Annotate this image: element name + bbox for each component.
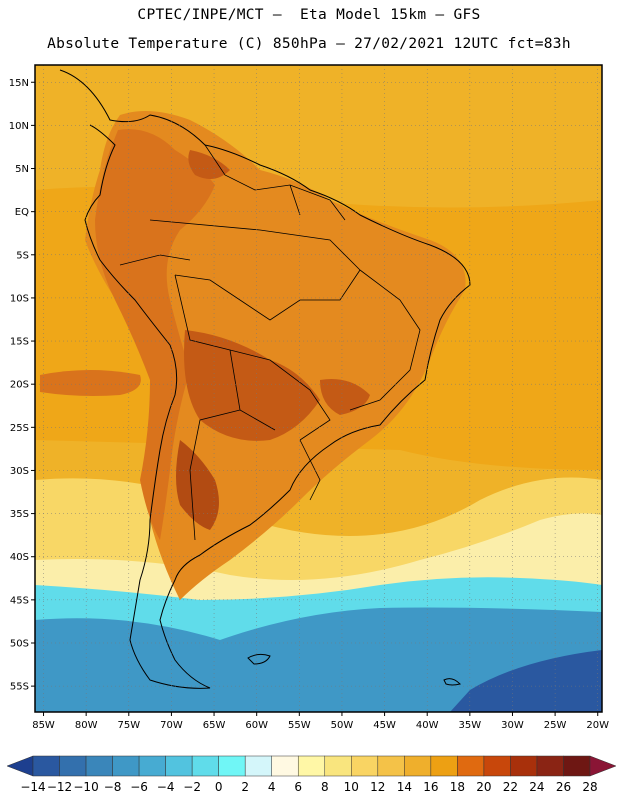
map-frame — [34, 64, 603, 713]
lon-tick-label: 25W — [544, 720, 567, 731]
colorbar-min-triangle — [6, 755, 34, 777]
field-deep-blue — [450, 650, 602, 712]
colorbar-swatch — [59, 755, 87, 777]
field-southern-blue — [35, 607, 602, 712]
lon-tick-label: 60W — [245, 720, 268, 731]
colorbar-label: 26 — [556, 780, 571, 794]
colorbar-label: 10 — [344, 780, 359, 794]
colorbar-label: 20 — [476, 780, 491, 794]
colorbar-label: 24 — [529, 780, 544, 794]
coastline — [59, 69, 471, 689]
field-pacific-warm-tongue — [40, 370, 141, 396]
colorbar-swatch — [32, 755, 60, 777]
colorbar-label: −4 — [157, 780, 175, 794]
south-georgia — [443, 678, 461, 686]
colorbar-label: 12 — [370, 780, 385, 794]
colorbar-swatch — [404, 755, 432, 777]
colorbar-swatch — [191, 755, 219, 777]
lat-tick-label: 15N — [9, 78, 29, 89]
colorbar-label: −12 — [47, 780, 72, 794]
map-plot-area — [35, 65, 602, 712]
colorbar-swatch — [138, 755, 166, 777]
lon-tick-label: 80W — [75, 720, 98, 731]
chart-title-line2: Absolute Temperature (C) 850hPa – 27/02/… — [47, 36, 571, 52]
colorbar-label: −14 — [20, 780, 45, 794]
colorbar-label: 28 — [582, 780, 597, 794]
colorbar-swatch — [483, 755, 511, 777]
colorbar-swatch — [85, 755, 113, 777]
colorbar-label: −6 — [130, 780, 148, 794]
colorbar-swatch — [112, 755, 140, 777]
colorbar-label: 22 — [503, 780, 518, 794]
colorbar-max-triangle — [589, 755, 617, 777]
colorbar-swatch — [271, 755, 299, 777]
lon-tick-label: 65W — [203, 720, 226, 731]
colorbar-label: 16 — [423, 780, 438, 794]
colorbar-swatch — [218, 755, 246, 777]
lon-tick-label: 55W — [288, 720, 311, 731]
lat-tick-label: 15S — [10, 337, 29, 348]
map-gridlines — [35, 65, 602, 712]
lat-tick-label: 40S — [10, 552, 29, 563]
colorbar-swatch — [536, 755, 564, 777]
colorbar-swatch — [165, 755, 193, 777]
lat-tick-label: EQ — [15, 207, 29, 218]
colorbar-swatch — [324, 755, 352, 777]
lat-tick-label: 30S — [10, 466, 29, 477]
colorbar-swatch — [430, 755, 458, 777]
colorbar-swatch — [510, 755, 538, 777]
field-chaco-hot — [184, 330, 320, 441]
lon-tick-label: 85W — [32, 720, 55, 731]
lat-tick-label: 45S — [10, 595, 29, 606]
colorbar-label: 14 — [397, 780, 412, 794]
lat-tick-label: 5N — [15, 164, 29, 175]
lat-tick-label: 35S — [10, 509, 29, 520]
colorbar-swatch — [244, 755, 272, 777]
colorbar-label: −8 — [104, 780, 122, 794]
colorbar: −14 −12 −10 −8 −6 −4 −2 0 2 4 6 8 10 12 14 16 18 20 22 24 26… — [6, 755, 617, 794]
latitude-ticks: 15N 10N 5N EQ 5S 10S 15S 20S 25S 30S 35S 40S 45S 50S 5… — [9, 78, 35, 693]
falkland-islands — [247, 653, 271, 665]
field-brazil-east-hot — [320, 379, 370, 415]
field-venezuela-hot — [188, 150, 230, 179]
chart-title-line1: CPTEC/INPE/MCT – Eta Model 15km – GFS — [137, 7, 481, 23]
colorbar-swatch — [563, 755, 591, 777]
lat-tick-label: 10N — [9, 121, 29, 132]
field-andes-hot — [95, 129, 215, 540]
lon-tick-label: 30W — [501, 720, 524, 731]
longitude-ticks: 85W 80W 75W 70W 65W 60W 55W 50W 45W 40W 35W 30W 25W 2… — [32, 712, 609, 731]
lat-tick-label: 50S — [10, 638, 29, 649]
colorbar-swatch — [351, 755, 379, 777]
lon-tick-label: 50W — [331, 720, 354, 731]
colorbar-label: 8 — [321, 780, 329, 794]
lon-tick-label: 35W — [459, 720, 482, 731]
colorbar-label: 2 — [241, 780, 249, 794]
colorbar-swatch — [457, 755, 485, 777]
colorbar-label: 4 — [268, 780, 276, 794]
colorbar-label: 18 — [450, 780, 465, 794]
colorbar-swatch — [297, 755, 326, 777]
colorbar-label: 0 — [215, 780, 223, 794]
colorbar-swatch — [377, 755, 405, 777]
lon-tick-label: 40W — [416, 720, 439, 731]
lon-tick-label: 75W — [117, 720, 140, 731]
lat-tick-label: 25S — [10, 423, 29, 434]
colorbar-label: −2 — [183, 780, 201, 794]
lat-tick-label: 20S — [10, 380, 29, 391]
lon-tick-label: 20W — [586, 720, 609, 731]
lat-tick-label: 10S — [10, 293, 29, 304]
lat-tick-label: 5S — [16, 250, 29, 261]
colorbar-label: −10 — [73, 780, 98, 794]
field-argentina-core — [176, 440, 219, 530]
lat-tick-label: 55S — [10, 682, 29, 693]
lon-tick-label: 45W — [373, 720, 396, 731]
lon-tick-label: 70W — [160, 720, 183, 731]
colorbar-label: 6 — [294, 780, 302, 794]
